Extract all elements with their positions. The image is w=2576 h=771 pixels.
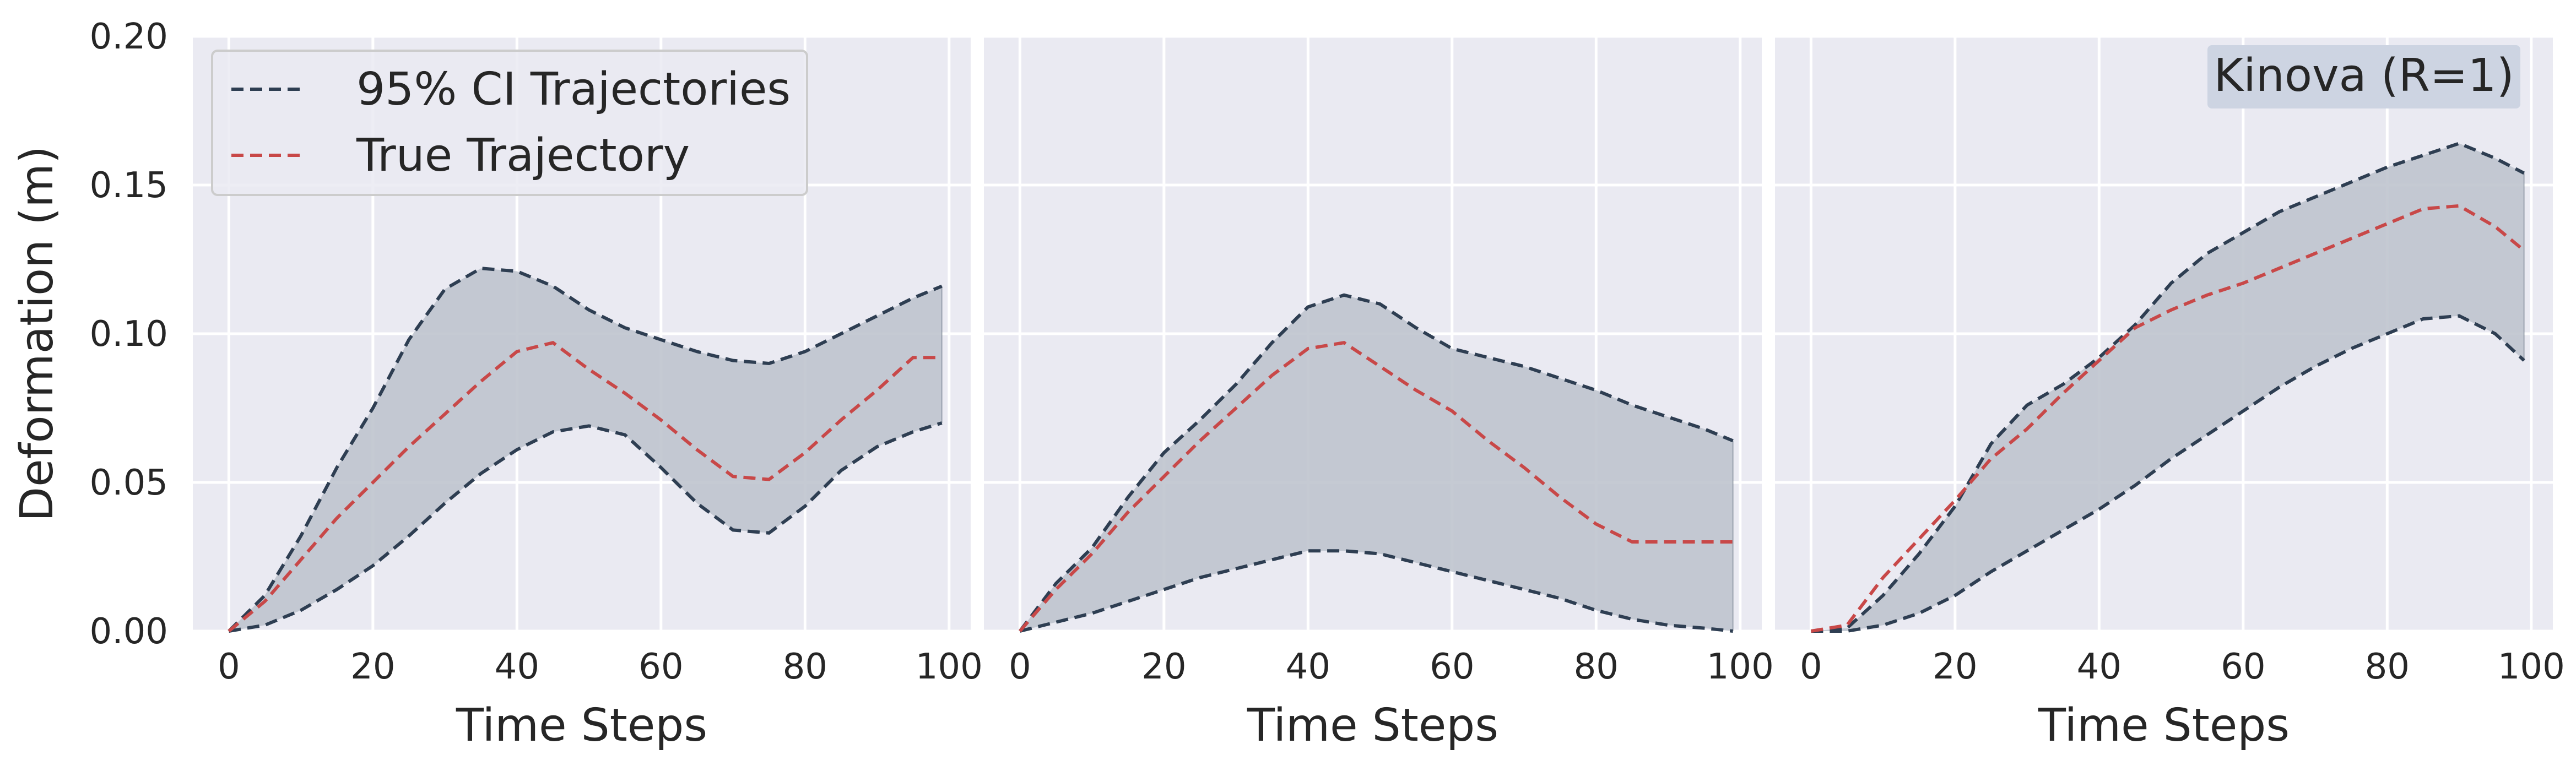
legend-box	[211, 50, 808, 196]
y-tick-label: 0.00	[90, 611, 169, 652]
y-tick-label: 0.20	[90, 17, 169, 57]
ci-upper-line	[1019, 293, 1734, 632]
ci-lower-line	[228, 421, 943, 633]
x-tick-label: 0	[1009, 647, 1031, 687]
ci-band-fill	[229, 268, 942, 631]
legend: 95% CI Trajectories True Trajectory	[211, 50, 808, 196]
ci-band-fill	[1020, 295, 1733, 631]
x-tick-label: 80	[783, 647, 827, 687]
x-tick-label: 100	[1707, 647, 1774, 687]
x-tick-label: 20	[350, 647, 395, 687]
ci-lower-line	[1811, 314, 2525, 633]
x-axis-label: Time Steps	[456, 699, 707, 752]
y-axis-label: Deformation (m)	[11, 146, 63, 522]
true-trajectory-line	[1019, 341, 1733, 632]
legend-label: True Trajectory	[356, 129, 690, 182]
x-tick-label: 60	[638, 647, 683, 687]
x-tick-label: 40	[1286, 647, 1330, 687]
true-trajectory-line	[228, 340, 942, 633]
panel-3: 0 20 40 60 80 100 Time Steps Kinova (R=1)	[1775, 35, 2565, 752]
ci-upper-line	[1811, 142, 2525, 633]
x-tick-label: 60	[2221, 647, 2265, 687]
x-tick-label: 100	[916, 647, 983, 687]
x-tick-label: 0	[218, 647, 240, 687]
y-tick-label: 0.05	[90, 463, 169, 503]
x-tick-label: 80	[1574, 647, 1619, 687]
ci-band-fill	[1811, 143, 2524, 631]
legend-label: 95% CI Trajectories	[356, 63, 791, 116]
x-tick-label: 0	[1800, 647, 1822, 687]
ci-lower-line	[1019, 549, 1734, 633]
panel-1: 0 20 40 60 80 100 Time Steps 0.00 0.05 0.10 0.15 0.…	[11, 17, 983, 752]
annotation-box: Kinova (R=1)	[2207, 45, 2520, 108]
x-tick-label: 100	[2498, 647, 2565, 687]
annotation-background	[2207, 45, 2520, 108]
x-tick-label: 60	[1430, 647, 1474, 687]
annotation-label: Kinova (R=1)	[2214, 50, 2514, 102]
x-tick-label: 20	[1933, 647, 1977, 687]
panel-2: 0 20 40 60 80 100 Time Steps	[984, 35, 1774, 752]
true-trajectory-line	[1810, 204, 2525, 633]
x-tick-label: 40	[2077, 647, 2122, 687]
x-tick-label: 80	[2365, 647, 2410, 687]
x-axis-label: Time Steps	[2038, 699, 2290, 752]
x-axis-label: Time Steps	[1247, 699, 1498, 752]
y-tick-label: 0.15	[90, 165, 169, 206]
y-tick-label: 0.10	[90, 314, 169, 355]
x-tick-label: 20	[1141, 647, 1186, 687]
x-tick-label: 40	[495, 647, 539, 687]
ci-upper-line	[228, 267, 943, 633]
